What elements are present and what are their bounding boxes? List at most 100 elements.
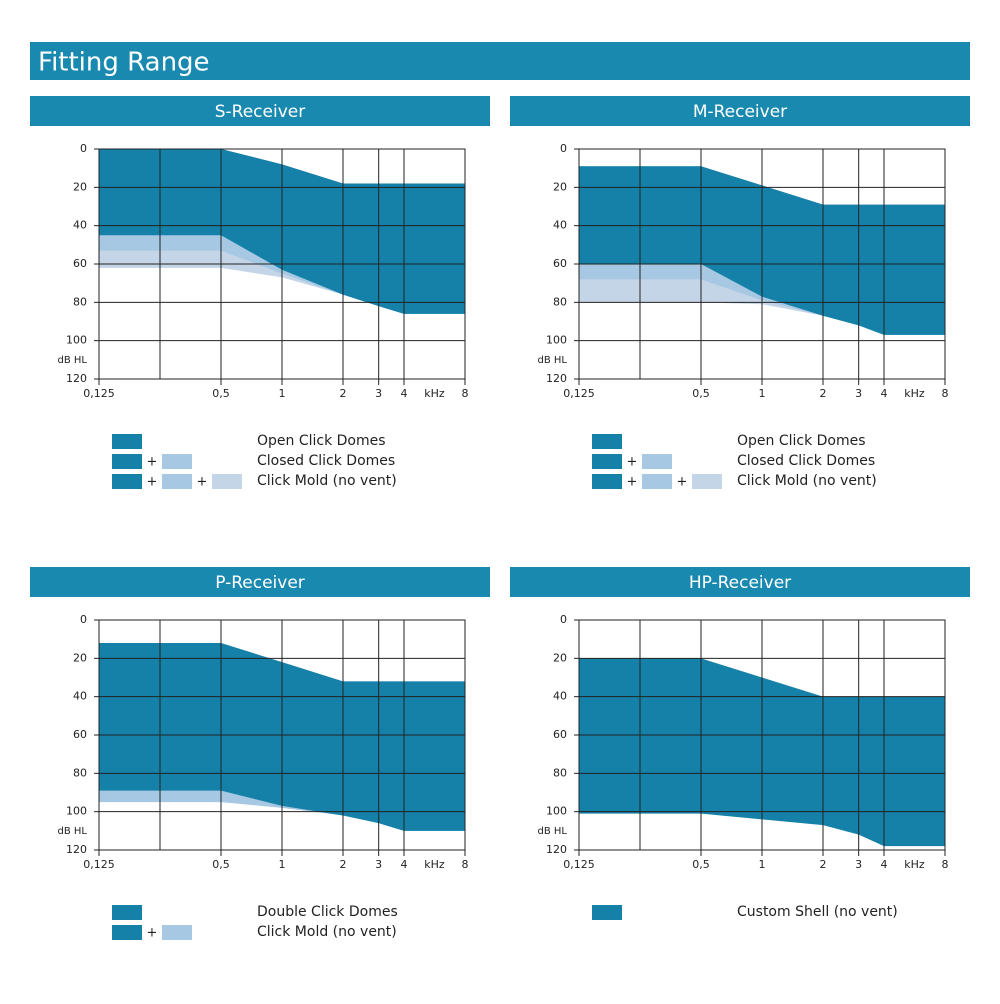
x-axis-label: kHz (424, 858, 445, 871)
legend-label: Closed Click Domes (737, 453, 875, 469)
chart-title: M-Receiver (693, 102, 787, 122)
x-tick-label: 2 (340, 387, 347, 400)
y-axis-label: dB HL (58, 355, 88, 366)
y-tick-label: 0 (80, 142, 87, 155)
chart-header (510, 567, 970, 597)
legend-swatch (642, 474, 672, 489)
x-tick-label: 4 (881, 387, 888, 400)
y-tick-label: 80 (73, 766, 87, 779)
legend-label: Open Click Domes (737, 433, 866, 449)
x-tick-label: 1 (759, 858, 766, 871)
x-axis-label: kHz (424, 387, 445, 400)
legend-swatch (592, 905, 622, 920)
y-tick-label: 80 (553, 295, 567, 308)
y-tick-label: 100 (546, 334, 567, 347)
legend-swatch (642, 454, 672, 469)
x-tick-label: 2 (340, 858, 347, 871)
legend-swatch (592, 454, 622, 469)
x-tick-label: 2 (820, 858, 827, 871)
legend-label: Closed Click Domes (257, 453, 395, 469)
legend-label: Custom Shell (no vent) (737, 904, 898, 920)
legend-swatch (112, 925, 142, 940)
legend-plus: + (197, 475, 208, 490)
y-tick-label: 60 (553, 728, 567, 741)
y-tick-label: 80 (73, 295, 87, 308)
plot-frame (578, 148, 946, 380)
y-tick-label: 40 (553, 219, 567, 232)
y-tick-label: 120 (66, 843, 87, 856)
y-tick-label: 0 (80, 613, 87, 626)
legend-plus: + (147, 455, 158, 470)
x-tick-label: 4 (401, 387, 408, 400)
legend-label: Open Click Domes (257, 433, 386, 449)
y-tick-label: 60 (73, 257, 87, 270)
y-tick-label: 20 (73, 180, 87, 193)
legend-plus: + (677, 475, 688, 490)
x-tick-label: 0,125 (563, 387, 595, 400)
y-axis-label: dB HL (538, 355, 568, 366)
legend-label: Double Click Domes (257, 904, 398, 920)
x-tick-label: 8 (462, 387, 469, 400)
x-tick-label: 3 (855, 387, 862, 400)
legend-swatch (692, 474, 722, 489)
y-axis-label: dB HL (58, 826, 88, 837)
y-tick-label: 40 (73, 219, 87, 232)
legend-plus: + (627, 455, 638, 470)
y-tick-label: 120 (66, 372, 87, 385)
y-tick-label: 60 (73, 728, 87, 741)
title-bar (30, 42, 970, 80)
legend-label: Click Mold (no vent) (737, 473, 877, 489)
x-tick-label: 0,125 (83, 387, 115, 400)
legend-swatch (162, 474, 192, 489)
legend-swatch (162, 925, 192, 940)
y-tick-label: 120 (546, 843, 567, 856)
x-tick-label: 0,5 (212, 387, 230, 400)
x-tick-label: 0,5 (212, 858, 230, 871)
y-tick-label: 20 (553, 180, 567, 193)
plot-frame (98, 619, 466, 851)
x-tick-label: 1 (279, 387, 286, 400)
legend-swatch (112, 434, 142, 449)
y-tick-label: 40 (73, 690, 87, 703)
y-tick-label: 0 (560, 142, 567, 155)
x-axis-label: kHz (904, 387, 925, 400)
chart-header (30, 567, 490, 597)
legend-label: Click Mold (no vent) (257, 924, 397, 940)
y-axis-label: dB HL (538, 826, 568, 837)
x-axis-label: kHz (904, 858, 925, 871)
x-tick-label: 2 (820, 387, 827, 400)
y-tick-label: 40 (553, 690, 567, 703)
x-tick-label: 8 (462, 858, 469, 871)
y-tick-label: 20 (73, 651, 87, 664)
plot-frame (98, 148, 466, 380)
x-tick-label: 0,125 (563, 858, 595, 871)
x-tick-label: 8 (942, 387, 949, 400)
y-tick-label: 0 (560, 613, 567, 626)
x-tick-label: 4 (401, 858, 408, 871)
x-tick-label: 0,125 (83, 858, 115, 871)
legend-swatch (112, 905, 142, 920)
chart-header (510, 96, 970, 126)
x-tick-label: 3 (855, 858, 862, 871)
legend-swatch (162, 454, 192, 469)
plot-frame (578, 619, 946, 851)
y-tick-label: 100 (546, 805, 567, 818)
x-tick-label: 0,5 (692, 387, 710, 400)
x-tick-label: 8 (942, 858, 949, 871)
legend-label: Click Mold (no vent) (257, 473, 397, 489)
y-tick-label: 100 (66, 805, 87, 818)
x-tick-label: 3 (375, 858, 382, 871)
page-title: Fitting Range (38, 48, 210, 78)
y-tick-label: 20 (553, 651, 567, 664)
chart-title: S-Receiver (215, 102, 305, 122)
chart-title: HP-Receiver (689, 573, 791, 593)
x-tick-label: 3 (375, 387, 382, 400)
y-tick-label: 80 (553, 766, 567, 779)
x-tick-label: 1 (759, 387, 766, 400)
legend-swatch (112, 454, 142, 469)
legend-plus: + (147, 926, 158, 941)
legend-plus: + (147, 475, 158, 490)
chart-header (30, 96, 490, 126)
legend-swatch (112, 474, 142, 489)
